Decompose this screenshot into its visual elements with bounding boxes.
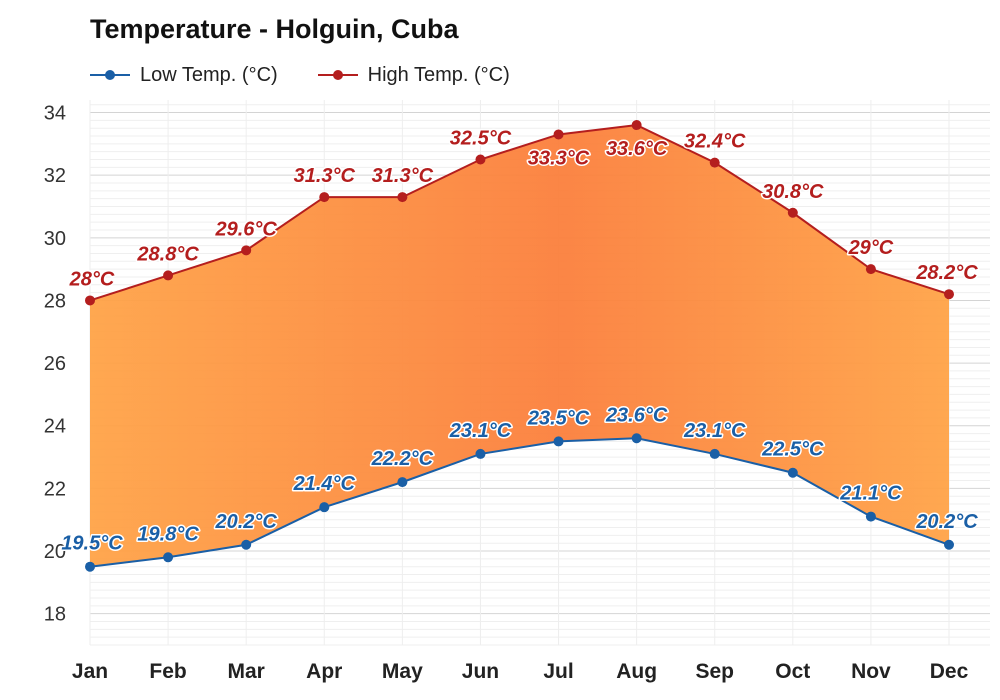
low-temp-point <box>397 477 408 488</box>
y-tick-label: 32 <box>44 165 66 187</box>
low-temp-data-label: 23.6°C <box>605 404 668 426</box>
legend-low-marker-icon <box>90 68 130 82</box>
high-temp-point <box>475 154 486 165</box>
low-temp-point <box>163 552 174 563</box>
low-temp-point <box>319 502 330 513</box>
legend-item-high[interactable]: High Temp. (°C) <box>317 63 510 87</box>
x-tick-label: Jan <box>72 660 108 683</box>
high-temp-point <box>397 192 408 203</box>
low-temp-point <box>85 561 95 572</box>
chart-title: Temperature - Holguin, Cuba <box>90 14 459 44</box>
x-tick-label: Mar <box>228 660 265 683</box>
x-tick-label: Sep <box>695 660 734 683</box>
high-temp-data-label: 32.4°C <box>684 131 746 153</box>
x-tick-label: Oct <box>775 660 810 683</box>
high-temp-data-label: 28.8°C <box>136 243 199 265</box>
low-temp-data-label: 19.8°C <box>137 523 199 545</box>
high-temp-point <box>787 207 798 218</box>
high-temp-point <box>85 295 95 306</box>
high-temp-data-label: 33.6°C <box>606 138 668 160</box>
low-temp-point <box>787 467 798 478</box>
low-temp-data-label: 19.5°C <box>61 533 123 555</box>
high-temp-data-label: 30.8°C <box>762 181 824 203</box>
high-temp-point <box>553 129 564 140</box>
x-tick-label: Jun <box>462 660 499 683</box>
legend-high-label: High Temp. (°C) <box>367 63 510 86</box>
legend-item-low[interactable]: Low Temp. (°C) <box>90 64 278 87</box>
high-temp-data-label: 32.5°C <box>450 128 512 150</box>
high-temp-point <box>944 289 954 300</box>
high-temp-data-label: 28°C <box>69 268 115 290</box>
low-temp-data-label: 23.1°C <box>449 420 512 442</box>
high-temp-data-label: 33.3°C <box>528 147 590 169</box>
high-temp-point <box>631 120 642 131</box>
low-temp-data-label: 20.2°C <box>915 511 978 533</box>
x-tick-label: Apr <box>306 660 342 683</box>
low-temp-point <box>865 511 876 522</box>
high-temp-point <box>865 264 876 275</box>
y-tick-label: 22 <box>44 478 66 500</box>
y-tick-label: 30 <box>44 228 66 250</box>
high-temp-point <box>163 270 174 281</box>
high-temp-data-label: 29°C <box>848 237 894 259</box>
low-temp-point <box>553 436 564 447</box>
low-temp-point <box>944 539 954 550</box>
low-temp-point <box>475 448 486 459</box>
x-tick-label: Feb <box>149 660 186 683</box>
y-tick-label: 34 <box>44 103 66 125</box>
legend: Low Temp. (°C) High Temp. (°C) <box>90 60 510 90</box>
low-temp-data-label: 22.5°C <box>761 439 824 461</box>
low-temp-data-label: 23.5°C <box>527 407 590 429</box>
high-temp-data-label: 29.6°C <box>214 218 277 240</box>
low-temp-data-label: 21.4°C <box>293 473 356 495</box>
y-tick-label: 24 <box>44 416 66 438</box>
x-tick-label: Aug <box>616 660 657 683</box>
low-temp-data-label: 21.1°C <box>839 483 902 505</box>
high-temp-data-label: 31.3°C <box>372 165 434 187</box>
low-temp-point <box>709 448 720 459</box>
high-temp-point <box>709 157 720 168</box>
y-tick-label: 28 <box>44 290 66 312</box>
low-temp-data-label: 20.2°C <box>214 511 277 533</box>
low-temp-line <box>89 437 950 568</box>
high-temp-data-label: 31.3°C <box>294 165 356 187</box>
y-tick-label: 20 <box>44 541 66 563</box>
low-temp-point <box>631 433 642 444</box>
y-tick-label: 26 <box>44 353 66 375</box>
high-temp-line <box>89 124 950 302</box>
temperature-range-area <box>90 125 949 567</box>
legend-low-label: Low Temp. (°C) <box>140 63 278 86</box>
y-tick-label: 18 <box>44 604 66 626</box>
x-tick-label: Jul <box>543 660 573 683</box>
high-temp-data-label: 28.2°C <box>915 262 978 284</box>
high-temp-point <box>319 192 330 203</box>
low-temp-data-label: 22.2°C <box>371 448 434 470</box>
x-tick-label: Nov <box>851 660 891 683</box>
low-temp-data-label: 23.1°C <box>683 420 746 442</box>
high-temp-point <box>241 245 252 256</box>
legend-high-marker-icon <box>317 68 358 82</box>
low-temp-point <box>241 539 252 550</box>
x-tick-label: Dec <box>930 660 969 683</box>
x-tick-label: May <box>382 660 423 683</box>
